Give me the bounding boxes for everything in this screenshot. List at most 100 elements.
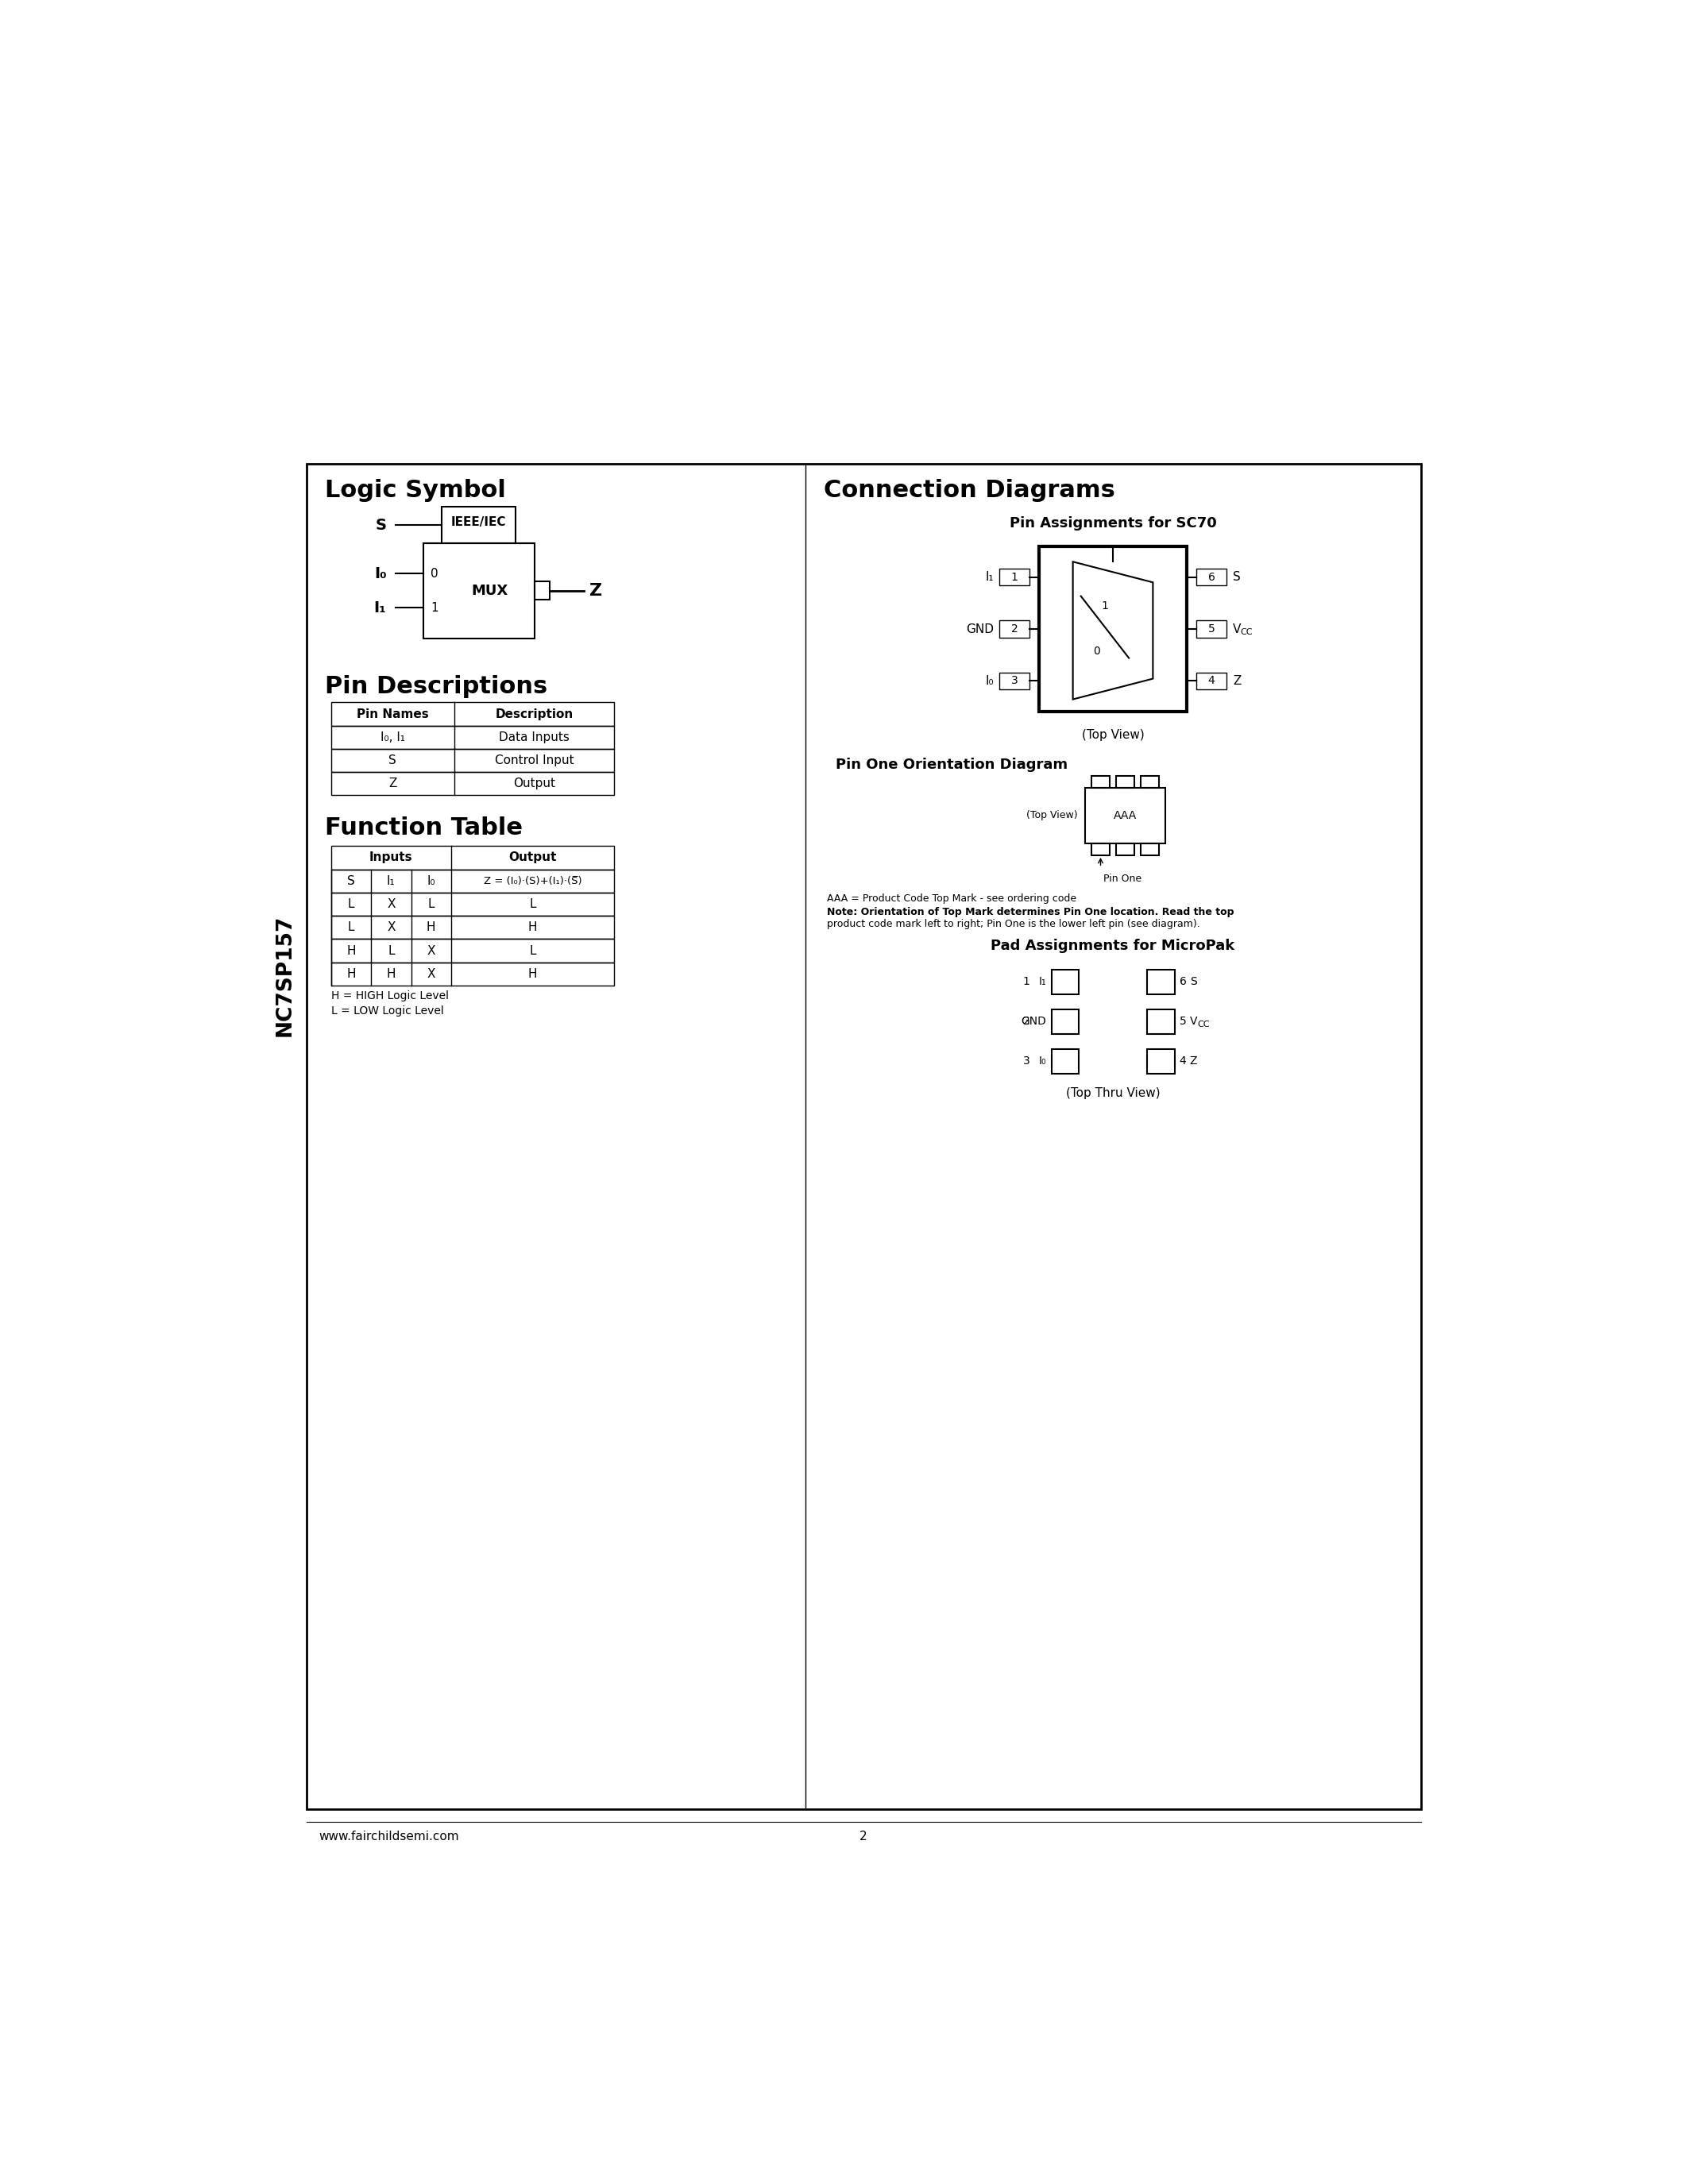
Bar [1092, 843, 1109, 856]
Text: 1: 1 [1101, 601, 1109, 612]
Text: V: V [1190, 1016, 1197, 1026]
Text: (Top View): (Top View) [1082, 729, 1144, 740]
Bar [331, 893, 614, 915]
Text: Pin Descriptions: Pin Descriptions [324, 675, 547, 699]
Bar [1141, 775, 1160, 788]
Bar [1092, 775, 1109, 788]
Text: S: S [1232, 570, 1241, 583]
Bar [1052, 1009, 1079, 1033]
Text: I₁: I₁ [1038, 976, 1047, 987]
Text: product code mark left to right; Pin One is the lower left pin (see diagram).: product code mark left to right; Pin One… [827, 919, 1200, 928]
Text: 2: 2 [1023, 1016, 1030, 1026]
Bar [331, 963, 614, 985]
Text: H: H [427, 922, 436, 933]
Text: Function Table: Function Table [324, 817, 523, 841]
Text: X: X [427, 946, 436, 957]
Text: 6: 6 [1209, 572, 1215, 583]
Text: I₁: I₁ [375, 601, 387, 616]
Text: GND: GND [1021, 1016, 1047, 1026]
Text: AAA: AAA [1114, 810, 1136, 821]
Text: Pad Assignments for MicroPak: Pad Assignments for MicroPak [991, 939, 1236, 954]
Text: I₀: I₀ [986, 675, 994, 688]
Text: 6: 6 [1180, 976, 1187, 987]
Bar [1141, 843, 1160, 856]
Text: (Top View): (Top View) [1026, 810, 1079, 821]
Bar [533, 581, 550, 601]
Text: L: L [388, 946, 395, 957]
Text: L: L [427, 898, 434, 911]
Bar [331, 749, 614, 773]
Text: 5: 5 [1180, 1016, 1187, 1026]
Text: Note: Orientation of Top Mark determines Pin One location. Read the top: Note: Orientation of Top Mark determines… [827, 906, 1234, 917]
Text: Inputs: Inputs [370, 852, 414, 863]
Text: I₁: I₁ [986, 570, 994, 583]
Bar [999, 673, 1030, 690]
Text: L: L [530, 946, 537, 957]
Text: 3: 3 [1023, 1055, 1030, 1068]
Bar [307, 463, 1421, 1808]
Text: H: H [346, 968, 356, 981]
Text: 0: 0 [1094, 646, 1101, 657]
Bar [1085, 788, 1165, 843]
Bar [1116, 775, 1134, 788]
Text: I₀: I₀ [375, 566, 387, 581]
Text: 2: 2 [1011, 622, 1018, 636]
Text: L: L [348, 922, 354, 933]
Text: NC7SP157: NC7SP157 [275, 915, 295, 1035]
Text: I₁: I₁ [387, 876, 395, 887]
Text: H: H [528, 922, 537, 933]
Bar [331, 773, 614, 795]
Text: I₀: I₀ [427, 876, 436, 887]
Text: Z = (I₀)·(S)+(I₁)·(S̅): Z = (I₀)·(S)+(I₁)·(S̅) [483, 876, 582, 887]
Text: 1: 1 [1011, 572, 1018, 583]
Text: X: X [427, 968, 436, 981]
Bar [442, 507, 517, 544]
Text: Pin Names: Pin Names [356, 708, 429, 721]
Text: Control Input: Control Input [495, 753, 574, 767]
Text: Pin One Orientation Diagram: Pin One Orientation Diagram [836, 758, 1069, 771]
Text: 1: 1 [430, 603, 439, 614]
Text: L: L [348, 898, 354, 911]
Bar [1052, 1048, 1079, 1075]
Text: 1: 1 [1023, 976, 1030, 987]
Bar [331, 939, 614, 963]
Text: H = HIGH Logic Level: H = HIGH Logic Level [331, 989, 449, 1002]
Bar [1146, 1009, 1175, 1033]
Text: X: X [387, 898, 395, 911]
Text: Z: Z [589, 583, 603, 598]
Text: Data Inputs: Data Inputs [500, 732, 569, 743]
Text: Z: Z [1190, 1055, 1197, 1068]
Text: 2: 2 [859, 1830, 868, 1843]
Text: Description: Description [495, 708, 574, 721]
Text: X: X [387, 922, 395, 933]
Text: 3: 3 [1011, 675, 1018, 686]
Text: MUX: MUX [471, 583, 508, 598]
Text: 4: 4 [1180, 1055, 1187, 1068]
Text: S: S [1190, 976, 1197, 987]
Text: L = LOW Logic Level: L = LOW Logic Level [331, 1005, 444, 1016]
Text: 4: 4 [1209, 675, 1215, 686]
Text: S: S [388, 753, 397, 767]
Text: IEEE/IEC: IEEE/IEC [451, 515, 506, 529]
Bar [1116, 843, 1134, 856]
Bar [331, 725, 614, 749]
Text: AAA = Product Code Top Mark - see ordering code: AAA = Product Code Top Mark - see orderi… [827, 893, 1077, 904]
Text: L: L [530, 898, 537, 911]
Text: S: S [375, 518, 387, 533]
Text: Connection Diagrams: Connection Diagrams [824, 478, 1116, 502]
Bar [1197, 620, 1227, 638]
Text: H: H [387, 968, 395, 981]
Text: CC: CC [1241, 629, 1252, 636]
Bar [1197, 568, 1227, 585]
Bar [1052, 970, 1079, 994]
Text: Output: Output [513, 778, 555, 791]
Bar [999, 568, 1030, 585]
Text: H: H [528, 968, 537, 981]
Text: Z: Z [388, 778, 397, 791]
Bar [1040, 546, 1187, 712]
Text: I₀: I₀ [1038, 1055, 1047, 1068]
Bar [331, 915, 614, 939]
Text: GND: GND [966, 622, 994, 636]
Bar [999, 620, 1030, 638]
Text: H: H [346, 946, 356, 957]
